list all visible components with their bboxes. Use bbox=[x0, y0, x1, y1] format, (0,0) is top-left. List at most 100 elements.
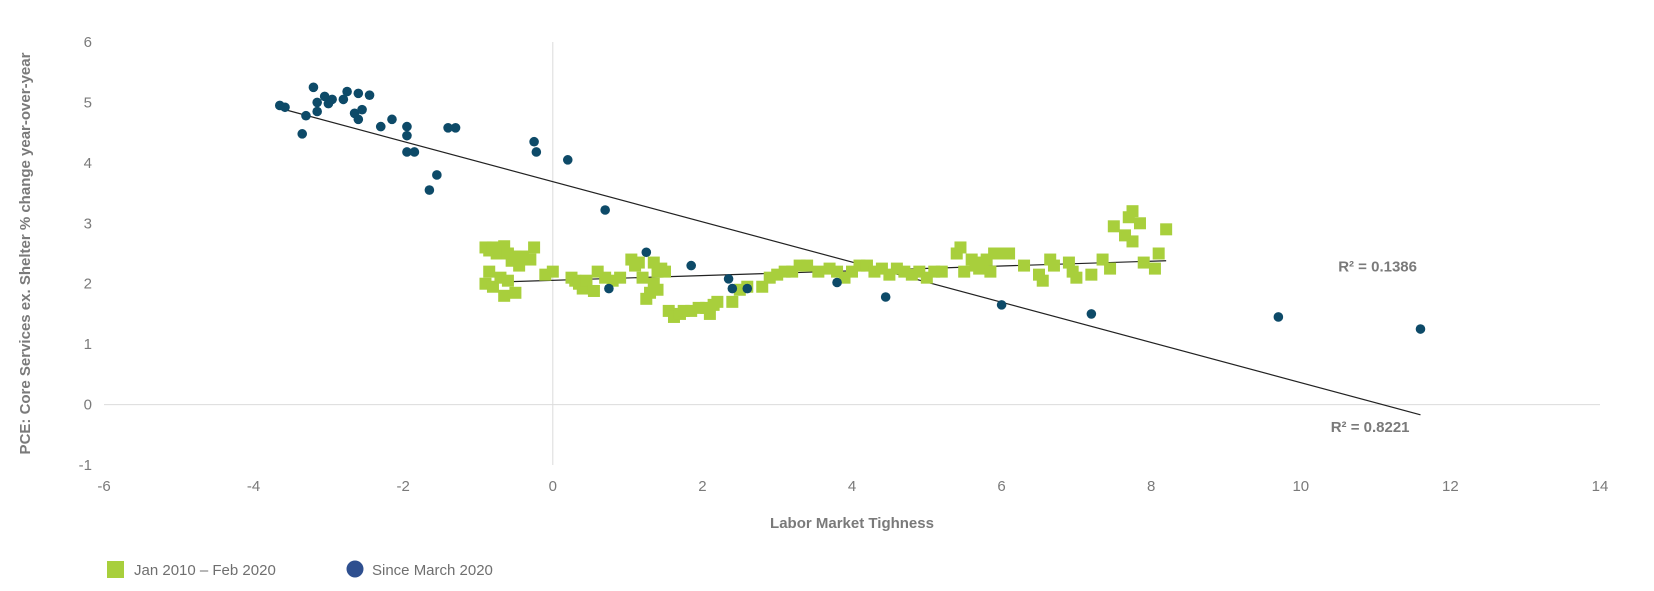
data-point-square bbox=[483, 265, 496, 278]
data-point-circle bbox=[996, 300, 1007, 310]
r-squared-label: R² = 0.1386 bbox=[1338, 259, 1417, 276]
data-point-circle bbox=[1086, 309, 1097, 319]
data-point-square bbox=[1085, 268, 1098, 281]
data-point-circle bbox=[312, 106, 322, 117]
trendlines bbox=[275, 106, 1421, 416]
data-point-circle bbox=[723, 274, 734, 284]
data-point-circle bbox=[402, 130, 412, 141]
data-point-circle bbox=[742, 283, 753, 294]
data-point-square bbox=[711, 295, 724, 308]
x-tick-label: -2 bbox=[397, 478, 410, 495]
data-point-circle bbox=[686, 260, 696, 271]
data-point-square bbox=[1096, 253, 1109, 266]
x-tick-label: 2 bbox=[698, 478, 706, 495]
data-point-square bbox=[524, 253, 537, 266]
data-point-circle bbox=[280, 102, 290, 113]
x-tick-label: 12 bbox=[1442, 478, 1459, 495]
chart-labels: R² = 0.1386 R² = 0.8221 bbox=[1331, 259, 1417, 436]
data-point-square bbox=[1148, 262, 1161, 275]
data-point-circle bbox=[301, 110, 311, 121]
legend-swatch-square bbox=[107, 561, 124, 578]
legend-label: Since March 2020 bbox=[372, 562, 493, 579]
data-point-circle bbox=[880, 292, 891, 302]
data-point-circle bbox=[338, 94, 349, 105]
data-point-square bbox=[498, 289, 511, 302]
data-point-square bbox=[1137, 256, 1150, 269]
y-tick-label: 2 bbox=[84, 276, 92, 293]
x-tick-label: 8 bbox=[1147, 478, 1155, 495]
data-point-circle bbox=[357, 104, 367, 115]
data-point-circle bbox=[1273, 312, 1284, 322]
legend: Jan 2010 – Feb 2020 Since March 2020 bbox=[107, 560, 493, 579]
data-point-circle bbox=[604, 283, 614, 294]
data-point-square bbox=[1107, 220, 1120, 233]
data-point-square bbox=[528, 241, 541, 254]
data-point-square bbox=[1062, 256, 1075, 269]
data-point-square bbox=[1070, 271, 1083, 284]
data-point-circle bbox=[364, 90, 375, 100]
data-point-circle bbox=[1415, 324, 1426, 334]
data-point-square bbox=[651, 283, 664, 296]
data-point-square bbox=[546, 265, 559, 278]
data-point-square bbox=[1126, 205, 1139, 218]
data-point-circle bbox=[353, 114, 364, 125]
x-tick-label: 6 bbox=[997, 478, 1005, 495]
data-point-circle bbox=[531, 147, 542, 157]
legend-swatch-circle bbox=[346, 560, 364, 578]
data-point-square bbox=[1044, 253, 1057, 266]
data-points bbox=[274, 82, 1426, 334]
data-point-square bbox=[636, 271, 649, 284]
data-point-square bbox=[625, 253, 638, 266]
trendline bbox=[275, 106, 1421, 416]
x-tick-label: 0 bbox=[549, 478, 557, 495]
y-tick-label: 6 bbox=[84, 34, 92, 51]
data-point-circle bbox=[402, 147, 412, 157]
data-point-square bbox=[587, 284, 600, 297]
data-point-circle bbox=[432, 170, 442, 180]
data-point-square bbox=[1126, 235, 1139, 248]
y-tick-label: 0 bbox=[84, 397, 92, 414]
data-point-square bbox=[726, 295, 739, 308]
r-squared-label: R² = 0.8221 bbox=[1331, 419, 1410, 436]
data-point-circle bbox=[308, 82, 319, 93]
data-point-circle bbox=[409, 147, 420, 157]
data-point-circle bbox=[727, 283, 738, 294]
data-point-circle bbox=[353, 88, 364, 99]
data-point-circle bbox=[832, 277, 842, 288]
data-point-square bbox=[501, 274, 514, 287]
data-point-circle bbox=[450, 123, 461, 133]
data-point-square bbox=[756, 280, 769, 293]
data-point-square bbox=[1018, 259, 1031, 272]
data-point-square bbox=[509, 286, 522, 299]
data-point-square bbox=[984, 265, 997, 278]
data-point-square bbox=[1133, 217, 1146, 230]
data-point-circle bbox=[600, 205, 610, 215]
y-tick-label: 1 bbox=[84, 336, 92, 353]
data-point-square bbox=[958, 265, 971, 278]
data-point-square bbox=[580, 274, 593, 287]
legend-label: Jan 2010 – Feb 2020 bbox=[134, 562, 276, 579]
x-tick-label: 4 bbox=[848, 478, 856, 495]
data-point-square bbox=[1104, 262, 1117, 275]
data-point-square bbox=[1036, 274, 1049, 287]
y-tick-label: -1 bbox=[79, 457, 92, 474]
data-point-circle bbox=[529, 136, 539, 147]
data-point-circle bbox=[312, 97, 322, 108]
data-point-square bbox=[513, 259, 526, 272]
data-point-square bbox=[980, 253, 993, 266]
data-point-square bbox=[935, 265, 948, 278]
data-point-circle bbox=[297, 129, 308, 139]
data-point-circle bbox=[319, 91, 330, 102]
data-point-circle bbox=[424, 185, 435, 195]
data-point-square bbox=[801, 259, 814, 272]
data-point-circle bbox=[342, 86, 352, 97]
data-point-square bbox=[632, 256, 645, 269]
x-tick-label: -6 bbox=[97, 478, 110, 495]
x-axis-title: Labor Market Tighness bbox=[770, 515, 934, 532]
data-point-square bbox=[703, 307, 716, 320]
y-axis-title: PCE: Core Services ex. Shelter % change … bbox=[17, 52, 34, 454]
y-tick-label: 4 bbox=[84, 155, 92, 172]
data-point-square bbox=[1160, 223, 1173, 236]
x-tick-label: 10 bbox=[1292, 478, 1309, 495]
